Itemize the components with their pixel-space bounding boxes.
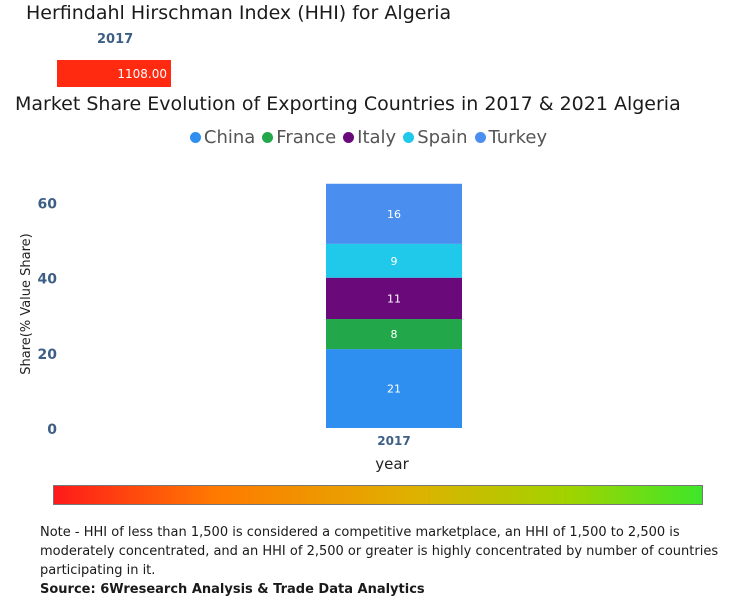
footnote: Note - HHI of less than 1,500 is conside…: [40, 525, 719, 578]
bar-segment-china: [326, 349, 462, 428]
legend-label-turkey: Turkey: [488, 127, 548, 148]
source-line: Source: 6Wresearch Analysis & Trade Data…: [40, 582, 425, 597]
legend-dot-china: [189, 132, 201, 143]
chart-title: Market Share Evolution of Exporting Coun…: [15, 93, 681, 115]
bar-segment-italy: [326, 277, 462, 320]
bar-segment-spain: [326, 243, 462, 278]
chart-legend: China France Italy Spain Turkey: [0, 127, 737, 148]
x-tick-label: 2017: [377, 434, 410, 448]
legend-item-italy: Italy: [343, 127, 396, 148]
x-axis-label: year: [375, 455, 409, 473]
legend-label-france: France: [276, 127, 337, 148]
bar-segment-france: [326, 319, 462, 350]
data-label-turkey: 16: [387, 208, 401, 221]
y-tick-label: 60: [38, 197, 58, 213]
legend-label-italy: Italy: [357, 127, 397, 148]
legend-item-spain: Spain: [403, 127, 468, 148]
hhi-year-label: 2017: [97, 32, 134, 47]
legend-dot-turkey: [474, 132, 486, 143]
bar-segment-turkey: [326, 183, 462, 244]
hhi-value-bar: 1108.00: [57, 60, 171, 87]
legend-label-china: China: [203, 127, 256, 148]
legend-dot-france: [262, 132, 274, 143]
data-label-china: 21: [387, 383, 401, 396]
legend-dot-italy: [343, 132, 355, 143]
y-axis-label: Share(% Value Share): [19, 233, 34, 375]
legend-item-turkey: Turkey: [474, 127, 548, 148]
data-label-italy: 11: [387, 292, 401, 305]
stacked-bar-chart: 0 20 40 60 Share(% Value Share) 21 8 11 9 16 2017 y…: [19, 183, 462, 473]
legend-item-china: China: [189, 127, 256, 148]
data-label-spain: 9: [391, 255, 398, 268]
y-tick-label: 0: [47, 422, 57, 438]
hhi-value-label: 1108.00: [117, 66, 167, 81]
legend-item-france: France: [262, 127, 336, 148]
legend-dot-spain: [403, 132, 415, 143]
legend-label-spain: Spain: [417, 127, 468, 148]
hhi-color-scale: [53, 485, 703, 505]
data-label-france: 8: [391, 328, 398, 341]
hhi-title: Herfindahl Hirschman Index (HHI) for Alg…: [26, 2, 452, 24]
y-tick-label: 20: [38, 347, 58, 363]
y-tick-label: 40: [38, 272, 58, 288]
